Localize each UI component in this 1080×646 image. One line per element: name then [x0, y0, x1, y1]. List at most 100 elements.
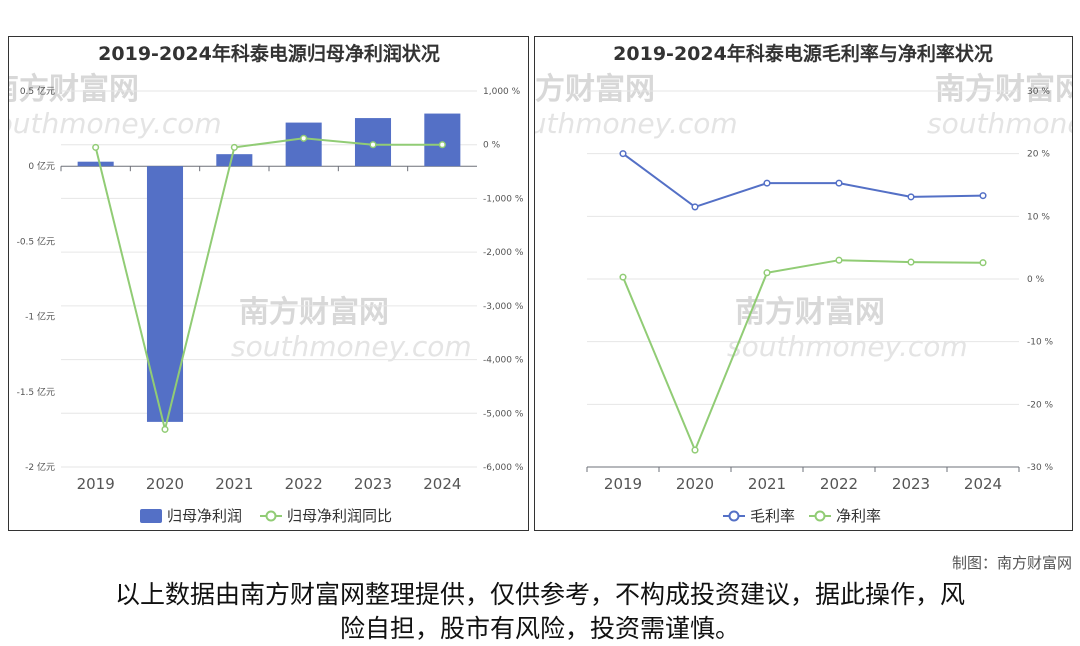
yoy-point-2023[interactable]: [369, 141, 377, 149]
right-axis-ticks: 1,000 % 0 % -1,000 % -2,000 % -3,000 % -4,000…: [483, 87, 524, 473]
right-axis-tick-label: 20 %: [1027, 150, 1050, 160]
right-axis-tick-label: -5,000 %: [483, 409, 524, 419]
left-axis-tick-label: -0.5 亿元: [17, 235, 55, 247]
gross-margin-point-2020[interactable]: [691, 203, 699, 211]
right-axis-tick-label: -1,000 %: [483, 194, 524, 204]
watermark-text: 南方财富网: [935, 72, 1072, 107]
net-margin-point-2021[interactable]: [763, 269, 771, 277]
net-margin-line: [622, 259, 984, 453]
legend-label-yoy[interactable]: 归母净利润同比: [287, 507, 392, 525]
gross-margin-point-2021[interactable]: [763, 179, 771, 187]
right-axis-ticks: 30 % 20 % 10 % 0 % -10 % -20 % -30 %: [1027, 87, 1054, 473]
gridlines: [61, 90, 477, 468]
chart-title: 2019-2024年科泰电源归母净利润状况: [98, 42, 440, 65]
right-axis-tick-label: 0 %: [483, 141, 501, 151]
yoy-point-2020[interactable]: [161, 425, 169, 433]
gridlines: [587, 90, 1019, 468]
legend-swatch-marker: [265, 510, 277, 522]
bar-2022[interactable]: [285, 122, 322, 167]
watermark-text: 南方财富网: [9, 72, 139, 107]
margin-chart-panel: 南方财富网southmoney.com南方财富网southmoney.com南方…: [534, 36, 1073, 531]
bar-2021[interactable]: [216, 154, 253, 167]
x-axis-ticks: 2019 2020 2021 2022 2023 2024: [60, 166, 461, 493]
legend-label-net-margin[interactable]: 净利率: [836, 507, 881, 525]
watermark-text: 南方财富网: [735, 295, 885, 330]
left-axis-tick-label: -2 亿元: [25, 461, 55, 473]
watermark-text: 南方财富网: [239, 295, 389, 330]
left-axis-tick-label: -1 亿元: [25, 311, 55, 323]
x-axis-tick-label: 2019: [604, 475, 642, 493]
net-margin-point-2023[interactable]: [907, 258, 915, 266]
gross-margin-point-2019[interactable]: [619, 150, 627, 158]
net-margin-point-2022[interactable]: [835, 256, 843, 264]
chart-credit: 制图：南方财富网: [951, 554, 1072, 572]
chart-title: 2019-2024年科泰电源毛利率与净利率状况: [613, 42, 993, 65]
yoy-point-2019[interactable]: [92, 143, 100, 151]
x-axis-tick-label: 2024: [964, 475, 1002, 493]
net-margin-point-2024[interactable]: [979, 259, 987, 267]
left-axis-tick-label: 0 亿元: [28, 160, 55, 172]
disclaimer-line-2: 险自担，股市有风险，投资需谨慎。: [339, 614, 740, 643]
right-axis-tick-label: -3,000 %: [483, 302, 524, 312]
right-axis-tick-label: -10 %: [1027, 338, 1054, 348]
legend-swatch-bar: [140, 509, 162, 523]
legend-label-net-profit[interactable]: 归母净利润: [167, 507, 242, 525]
x-axis-tick-label: 2022: [285, 475, 323, 493]
x-axis-tick-label: 2023: [892, 475, 930, 493]
bar-2024[interactable]: [424, 113, 461, 167]
right-axis-tick-label: -4,000 %: [483, 356, 524, 366]
yoy-point-2024[interactable]: [438, 141, 446, 149]
x-axis-tick-label: 2020: [146, 475, 184, 493]
watermark-url: southmoney.com: [9, 107, 222, 140]
gross-margin-line: [622, 152, 984, 209]
x-axis-tick-label: 2020: [676, 475, 714, 493]
legend-swatch-marker: [814, 510, 826, 522]
right-axis-tick-label: -6,000 %: [483, 463, 524, 473]
x-axis-tick-label: 2024: [423, 475, 461, 493]
right-axis-tick-label: 30 %: [1027, 87, 1050, 97]
bar-2019[interactable]: [77, 161, 114, 167]
legend-swatch-marker: [728, 510, 740, 522]
x-axis-tick-label: 2023: [354, 475, 392, 493]
left-axis-tick-label: 0.5 亿元: [20, 85, 55, 97]
x-axis-tick-label: 2021: [748, 475, 786, 493]
gross-margin-point-2024[interactable]: [979, 192, 987, 200]
bar-series: [77, 113, 461, 422]
disclaimer-line-1: 以上数据由南方财富网整理提供，仅供参考，不构成投资建议，据此操作，风: [114, 580, 965, 609]
watermark-layer: 南方财富网southmoney.com南方财富网southmoney.com南方…: [535, 72, 1072, 363]
legend[interactable]: 毛利率 净利率: [723, 507, 881, 525]
yoy-line: [94, 137, 443, 430]
watermark-url: southmoney.com: [727, 330, 968, 363]
right-axis-tick-label: -30 %: [1027, 463, 1054, 473]
legend-label-gross-margin[interactable]: 毛利率: [750, 507, 795, 525]
x-axis-ticks: 2019 2020 2021 2022 2023 2024: [586, 467, 1020, 493]
right-axis-tick-label: -2,000 %: [483, 248, 524, 258]
right-axis-tick-label: 1,000 %: [483, 87, 521, 97]
left-axis-tick-label: -1.5 亿元: [17, 386, 55, 398]
right-axis-tick-label: 10 %: [1027, 212, 1050, 222]
watermark-text: 南方财富网: [535, 72, 655, 107]
legend[interactable]: 归母净利润 归母净利润同比: [140, 507, 392, 525]
disclaimer: 以上数据由南方财富网整理提供，仅供参考，不构成投资建议，据此操作，风 险自担，股…: [0, 578, 1080, 646]
x-axis-tick-label: 2019: [77, 475, 115, 493]
gross-margin-point-2023[interactable]: [907, 193, 915, 201]
right-axis-tick-label: -20 %: [1027, 400, 1054, 410]
left-axis-ticks: 0.5 亿元 0 亿元 -0.5 亿元 -1 亿元 -1.5 亿元 -2 亿元: [17, 85, 55, 473]
line-series: [619, 150, 987, 454]
x-axis-tick-label: 2022: [820, 475, 858, 493]
net-margin-point-2019[interactable]: [619, 273, 627, 281]
watermark-url: southmoney.com: [535, 107, 738, 140]
yoy-point-2022[interactable]: [300, 134, 308, 142]
yoy-point-2021[interactable]: [230, 143, 238, 151]
right-axis-tick-label: 0 %: [1027, 275, 1045, 285]
x-axis-tick-label: 2021: [215, 475, 253, 493]
line-series: [92, 134, 446, 433]
watermark-url: southmoney.com: [927, 107, 1072, 140]
watermark-url: southmoney.com: [231, 330, 472, 363]
net-margin-point-2020[interactable]: [691, 446, 699, 454]
gross-margin-point-2022[interactable]: [835, 179, 843, 187]
bar-2020[interactable]: [146, 166, 184, 422]
